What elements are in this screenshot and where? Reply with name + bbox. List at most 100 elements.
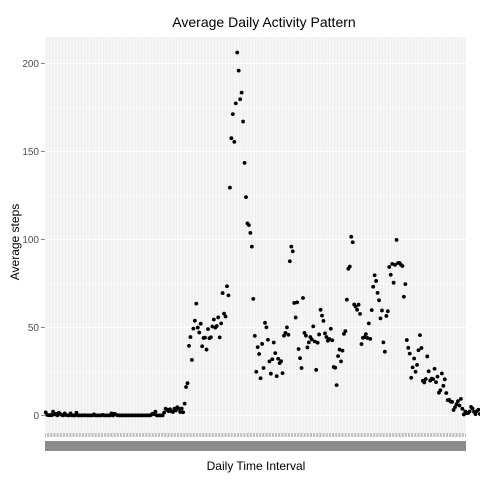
data-point — [232, 140, 237, 144]
data-point — [229, 136, 234, 141]
data-point — [371, 284, 376, 289]
data-point — [194, 301, 199, 306]
data-point — [292, 301, 297, 305]
data-point — [251, 296, 256, 301]
data-point — [441, 383, 446, 388]
data-point — [320, 313, 324, 318]
data-point — [363, 332, 368, 336]
data-point — [404, 338, 409, 342]
data-point — [369, 308, 374, 313]
data-point — [181, 410, 186, 415]
data-point — [289, 244, 294, 249]
data-point — [171, 410, 175, 414]
data-point — [241, 119, 245, 124]
data-point — [260, 342, 264, 346]
data-point — [304, 333, 308, 338]
data-point — [200, 344, 205, 349]
data-point — [432, 366, 437, 371]
data-point — [321, 318, 326, 323]
data-point — [242, 160, 247, 165]
data-point — [238, 97, 243, 102]
data-point — [403, 282, 408, 286]
data-point — [467, 409, 472, 414]
data-point — [267, 359, 272, 364]
data-point — [344, 297, 349, 302]
data-point — [283, 330, 288, 335]
data-point — [385, 309, 390, 314]
data-point — [274, 374, 279, 379]
data-point — [184, 385, 188, 389]
data-point — [317, 332, 321, 337]
plot-panel — [45, 37, 466, 433]
data-point — [470, 406, 475, 411]
data-point — [315, 340, 320, 345]
data-point — [375, 291, 380, 295]
y-tick-label: 150 — [22, 147, 39, 158]
data-point — [391, 280, 396, 285]
data-point — [235, 50, 240, 55]
data-point — [264, 325, 269, 330]
data-point — [413, 369, 418, 374]
data-point — [182, 401, 187, 406]
data-point — [179, 406, 184, 411]
data-point — [305, 345, 310, 350]
data-point — [435, 374, 440, 379]
data-point — [266, 337, 270, 342]
data-point — [178, 410, 183, 414]
data-point — [476, 407, 480, 412]
data-point — [236, 68, 241, 73]
data-point — [438, 388, 443, 393]
data-point — [410, 365, 415, 370]
data-point — [261, 366, 266, 370]
data-point — [311, 324, 316, 329]
data-point — [309, 337, 314, 342]
data-point — [415, 362, 419, 367]
data-point — [295, 300, 300, 305]
data-point — [263, 320, 267, 325]
data-point — [343, 329, 348, 333]
data-point — [434, 380, 438, 385]
data-point — [226, 293, 231, 298]
data-point — [282, 333, 286, 338]
data-point — [444, 391, 449, 395]
data-point — [460, 406, 465, 411]
data-point — [222, 311, 226, 316]
data-point — [416, 348, 421, 353]
data-point — [187, 343, 191, 348]
data-point — [419, 346, 424, 350]
data-point — [390, 261, 395, 266]
data-point — [356, 302, 361, 307]
data-point — [306, 340, 311, 345]
data-point — [244, 195, 248, 200]
data-point — [423, 377, 428, 381]
data-point — [290, 249, 295, 254]
data-point — [407, 351, 412, 356]
data-point — [431, 377, 436, 382]
data-point — [206, 327, 210, 332]
data-point — [252, 333, 257, 338]
data-point — [255, 345, 260, 350]
data-point — [382, 349, 387, 354]
data-point — [268, 371, 273, 376]
data-point — [286, 332, 291, 337]
data-point — [426, 369, 431, 374]
data-point — [203, 335, 207, 340]
data-point — [217, 335, 222, 340]
data-point — [336, 354, 340, 358]
y-tick-label: 200 — [22, 59, 39, 70]
data-point — [362, 335, 367, 340]
data-point — [276, 356, 281, 361]
data-point — [162, 410, 167, 415]
data-point — [342, 332, 346, 336]
data-point — [353, 304, 358, 309]
data-point — [285, 325, 289, 330]
data-point — [340, 348, 345, 353]
data-point — [454, 402, 459, 407]
data-point — [296, 347, 301, 351]
data-point — [365, 336, 370, 340]
y-tick-label: 50 — [28, 323, 40, 334]
data-point — [453, 405, 457, 410]
data-point — [412, 356, 417, 361]
data-point — [450, 399, 455, 404]
